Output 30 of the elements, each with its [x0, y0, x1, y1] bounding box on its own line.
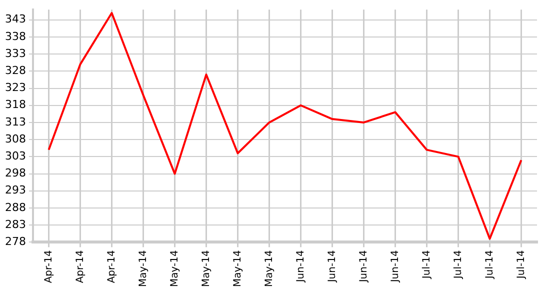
- y-tick-label: 333: [4, 46, 26, 60]
- y-tick-label: 343: [4, 12, 26, 26]
- y-tick-label: 318: [4, 98, 26, 112]
- y-tick-label: 288: [4, 200, 26, 214]
- y-tick-label: 278: [4, 235, 26, 248]
- y-tick-label: 323: [4, 81, 26, 94]
- x-tick-label: Apr-14: [106, 250, 118, 284]
- x-tick-label: Jul-14: [421, 250, 432, 280]
- x-tick-label: Jun-14: [295, 250, 306, 284]
- x-tick-label: Jun-14: [390, 250, 401, 284]
- x-tick-label: Jul-14: [452, 250, 464, 280]
- x-tick-label: May-14: [200, 250, 212, 288]
- y-tick-label: 283: [4, 218, 26, 231]
- x-tick-label: Apr-14: [74, 250, 86, 284]
- y-tick-label: 298: [4, 166, 26, 180]
- x-tick-label: Jun-14: [358, 250, 370, 284]
- x-tick-label: Jul-14: [484, 250, 496, 280]
- x-tick-label: May-14: [138, 250, 149, 288]
- x-tick-label: May-14: [264, 250, 275, 288]
- y-tick-label: 303: [4, 150, 26, 163]
- x-tick-label: Jun-14: [326, 250, 338, 284]
- x-tick-label: Apr-14: [43, 250, 54, 284]
- y-tick-label: 313: [4, 115, 26, 128]
- x-tick-label: May-14: [169, 250, 180, 288]
- x-tick-label: May-14: [232, 250, 244, 288]
- y-tick-label: 293: [4, 184, 26, 197]
- y-tick-label: 338: [4, 30, 26, 43]
- y-tick-label: 308: [4, 132, 26, 146]
- y-tick-label: 328: [4, 64, 26, 78]
- x-tick-label: Jul-14: [516, 250, 527, 280]
